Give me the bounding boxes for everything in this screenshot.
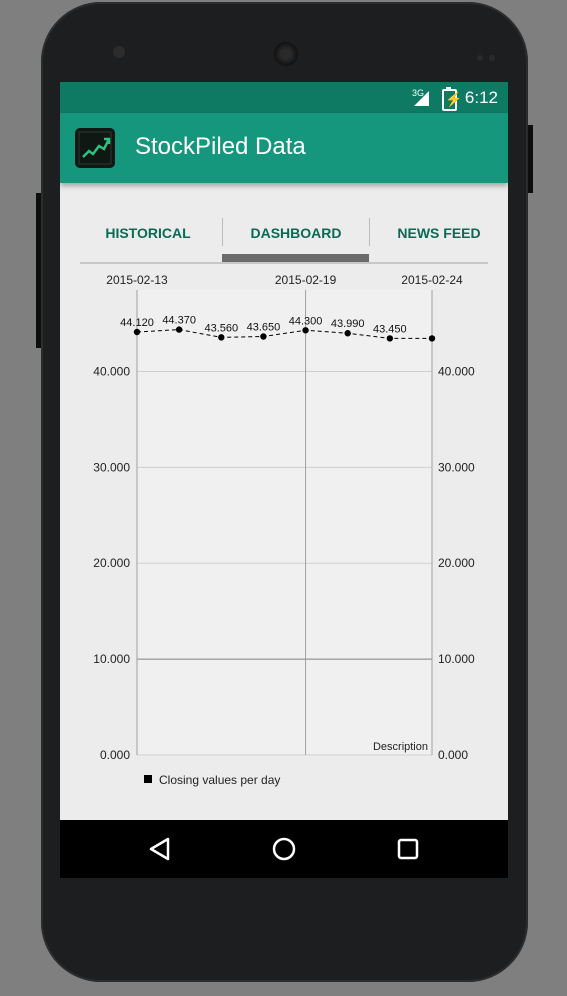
earpiece-speaker bbox=[274, 42, 298, 66]
app-bar: StockPiled Data bbox=[60, 113, 508, 183]
data-point bbox=[386, 335, 394, 342]
x-tick-label: 2015-02-19 bbox=[275, 273, 337, 287]
y-tick-label-right: 0.000 bbox=[438, 748, 468, 762]
data-label: 44.300 bbox=[289, 315, 323, 327]
data-label: 44.120 bbox=[120, 317, 154, 329]
tab-divider bbox=[222, 218, 223, 246]
series-line bbox=[136, 329, 432, 339]
y-tick-label-right: 30.000 bbox=[438, 460, 475, 474]
volume-button[interactable] bbox=[36, 193, 41, 348]
y-tick-label-left: 0.000 bbox=[100, 748, 130, 762]
front-camera bbox=[113, 46, 125, 58]
battery-icon: ⚡ bbox=[442, 87, 462, 111]
tab-bar: HISTORICAL DASHBOARD NEWS FEED bbox=[80, 212, 488, 264]
data-label: 43.650 bbox=[247, 322, 281, 334]
data-label: 43.990 bbox=[331, 318, 365, 330]
legend-marker bbox=[144, 775, 152, 783]
signal-icon bbox=[414, 91, 429, 106]
status-bar: 3G ⚡ 6:12 bbox=[60, 82, 508, 113]
app-title: StockPiled Data bbox=[135, 133, 306, 160]
tab-news-feed[interactable]: NEWS FEED bbox=[397, 225, 481, 241]
selected-tab-indicator bbox=[222, 254, 369, 262]
tab-historical[interactable]: HISTORICAL bbox=[105, 225, 191, 241]
data-point bbox=[175, 326, 183, 333]
recents-icon[interactable] bbox=[391, 832, 425, 866]
data-point bbox=[344, 330, 351, 337]
chart-trend-icon bbox=[75, 128, 115, 168]
y-tick-label-right: 10.000 bbox=[438, 652, 475, 666]
back-icon[interactable] bbox=[143, 832, 177, 866]
power-button[interactable] bbox=[528, 125, 533, 193]
y-tick-label-left: 30.000 bbox=[93, 460, 130, 474]
x-tick-label: 2015-02-13 bbox=[106, 273, 168, 287]
data-point bbox=[218, 334, 225, 341]
proximity-sensors bbox=[477, 48, 505, 61]
tab-divider bbox=[369, 218, 370, 246]
closing-values-chart: 0.000 0.000 10.000 10.000 20.000 20.000 30.000… bbox=[93, 273, 475, 787]
tab-dashboard[interactable]: DASHBOARD bbox=[250, 225, 342, 241]
x-tick-label: 2015-02-24 bbox=[401, 273, 463, 287]
data-label: 43.450 bbox=[373, 323, 407, 335]
chart-description: Description bbox=[373, 741, 428, 753]
data-label: 43.560 bbox=[204, 322, 238, 334]
data-point bbox=[260, 333, 267, 340]
y-tick-label-right: 40.000 bbox=[438, 364, 475, 378]
data-point bbox=[428, 335, 436, 342]
y-tick-label-left: 20.000 bbox=[93, 556, 130, 570]
plot-area bbox=[137, 290, 432, 755]
data-point bbox=[133, 328, 141, 336]
legend-label: Closing values per day bbox=[159, 773, 280, 787]
device-screen: 3G ⚡ 6:12 StockPiled Data HISTORICAL DAS… bbox=[60, 82, 508, 878]
home-icon[interactable] bbox=[267, 832, 301, 866]
navigation-bar bbox=[60, 820, 508, 878]
data-label: 44.370 bbox=[162, 315, 196, 327]
y-tick-label-right: 20.000 bbox=[438, 556, 475, 570]
status-time: 6:12 bbox=[464, 88, 498, 107]
y-tick-label-left: 10.000 bbox=[93, 652, 130, 666]
data-point bbox=[302, 327, 309, 334]
y-tick-label-left: 40.000 bbox=[93, 364, 130, 378]
